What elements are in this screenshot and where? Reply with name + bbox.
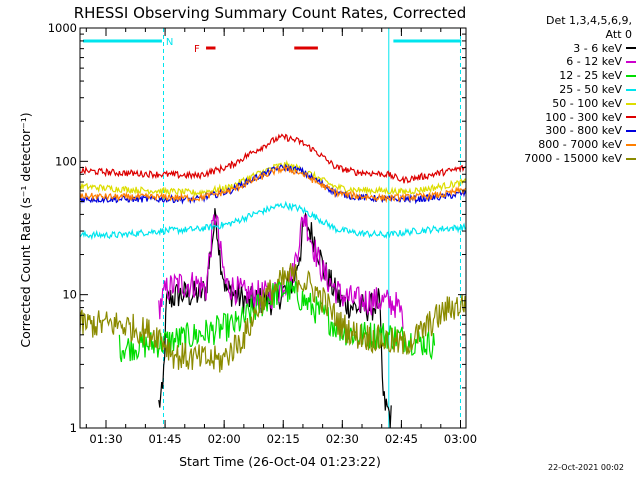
y-tick-label-2: 100 <box>55 154 77 168</box>
legend-entry-label: 12 - 25 keV <box>559 69 622 83</box>
series-line-7 <box>79 164 467 204</box>
legend-swatch <box>626 157 636 160</box>
legend-entry-label: 6 - 12 keV <box>566 55 622 69</box>
night-bar-label: N <box>166 37 173 48</box>
series-line-3 <box>79 200 467 241</box>
legend-entry-label: 100 - 300 keV <box>545 110 622 124</box>
x-tick-label-1: 01:45 <box>148 432 181 446</box>
series-line-0 <box>158 208 392 428</box>
legend-entry-label: 50 - 100 keV <box>552 96 622 110</box>
x-tick-label-6: 03:00 <box>444 432 477 446</box>
x-tick-label-3: 02:15 <box>267 432 300 446</box>
legend-swatch <box>626 75 636 78</box>
legend-entry: 100 - 300 keV <box>484 111 636 125</box>
x-tick-label-2: 02:00 <box>208 432 241 446</box>
x-tick-label-0: 01:30 <box>89 432 122 446</box>
legend-header-detectors: Det 1,3,4,5,6,9, <box>545 14 632 27</box>
series-line-5 <box>79 133 467 184</box>
legend-swatch <box>626 47 636 50</box>
legend-swatch <box>626 130 636 133</box>
legend-entry: 12 - 25 keV <box>484 69 636 83</box>
axes: 1 10 100 1000 01:30 01:45 02:00 02:15 02:30 02:45… <box>48 21 477 446</box>
legend-swatch <box>626 102 636 105</box>
legend-swatch <box>626 61 636 64</box>
y-tick-label-1: 10 <box>62 288 77 302</box>
legend-entry-label: 300 - 800 keV <box>545 124 622 138</box>
legend-swatch <box>626 88 636 91</box>
x-axis-label: Start Time (26-Oct-04 01:23:22) <box>179 454 381 469</box>
flare-bar-label: F <box>194 44 200 55</box>
legend-entry-label: 25 - 50 keV <box>559 82 622 96</box>
legend-swatch <box>626 144 636 147</box>
series-line-8 <box>79 263 467 373</box>
series-line-6 <box>79 163 467 205</box>
legend-entry: 25 - 50 keV <box>484 83 636 97</box>
plot-area: NF <box>79 28 467 428</box>
legend-entry-label: 3 - 6 keV <box>573 41 622 55</box>
x-tick-label-4: 02:30 <box>326 432 359 446</box>
legend-entry: 6 - 12 keV <box>484 55 636 69</box>
y-axis-label: Corrected Count Rate (s⁻¹ detector⁻¹) <box>18 112 33 347</box>
legend-entry: 7000 - 15000 keV <box>484 152 636 166</box>
legend-entry: 300 - 800 keV <box>484 124 636 138</box>
series-line-4 <box>79 159 467 198</box>
chart-title: RHESSI Observing Summary Count Rates, Co… <box>74 4 467 22</box>
x-tick-label-5: 02:45 <box>385 432 418 446</box>
legend-entry-label: 7000 - 15000 keV <box>524 151 622 165</box>
legend-entry-label: 800 - 7000 keV <box>538 138 622 152</box>
legend-swatch <box>626 116 636 119</box>
plot-frame <box>79 27 467 429</box>
y-tick-label-0: 1 <box>70 421 77 435</box>
legend: Det 1,3,4,5,6,9, Att 0 3 - 6 keV 6 - 12 k… <box>484 14 636 166</box>
legend-entry: 3 - 6 keV <box>484 42 636 56</box>
y-tick-label-3: 1000 <box>48 21 77 35</box>
generation-date: 22-Oct-2021 00:02 <box>548 463 624 472</box>
legend-entry: 800 - 7000 keV <box>484 138 636 152</box>
legend-entry: 50 - 100 keV <box>484 97 636 111</box>
legend-header-attenuator: Att 0 <box>605 27 632 41</box>
